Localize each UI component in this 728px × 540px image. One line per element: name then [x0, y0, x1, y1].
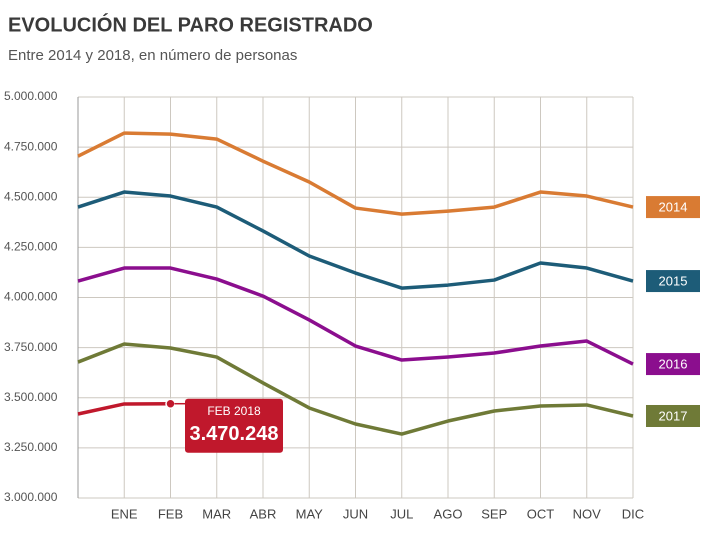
series-line	[77, 131, 634, 216]
x-tick-label: OCT	[527, 506, 555, 521]
callout-title: FEB 2018	[207, 404, 261, 418]
series-line	[77, 190, 634, 290]
legend-box	[646, 270, 700, 293]
legend-box	[646, 404, 700, 427]
x-tick-label: DIC	[622, 506, 644, 521]
y-tick-label: 4.750.000	[4, 139, 58, 153]
callout-box	[185, 398, 283, 453]
x-tick-label: MAR	[202, 506, 231, 521]
x-tick-label: SEP	[481, 506, 507, 521]
x-tick-label: ENE	[111, 506, 138, 521]
y-tick-label: 5.000.000	[4, 89, 58, 103]
x-tick-label: FEB	[158, 506, 183, 521]
data-label: 3.470.248	[190, 423, 279, 445]
legend-label: 2017	[659, 408, 688, 423]
y-tick-label: 3.250.000	[4, 440, 58, 454]
series-line	[77, 342, 634, 436]
x-tick-label: JUN	[343, 506, 368, 521]
chart-subtitle: Entre 2014 y 2018, en número de personas	[8, 47, 297, 64]
legend-box	[646, 196, 700, 219]
y-tick-label: 3.000.000	[4, 490, 58, 504]
legend-box	[646, 353, 700, 376]
x-tick-label: MAY	[296, 506, 324, 521]
legend-label: 2015	[659, 273, 688, 288]
y-tick-label: 4.000.000	[4, 290, 58, 304]
x-tick-label: NOV	[573, 506, 602, 521]
y-tick-label: 4.500.000	[4, 189, 58, 203]
highlight-dot	[165, 398, 176, 409]
legend-label: 2016	[659, 357, 688, 372]
legend-label: 2014	[659, 200, 688, 215]
x-tick-label: AGO	[434, 506, 463, 521]
x-tick-label: JUL	[390, 506, 413, 521]
chart-title: EVOLUCIÓN DEL PARO REGISTRADO	[8, 12, 373, 36]
series-line	[77, 266, 634, 366]
x-tick-label: ABR	[250, 506, 277, 521]
y-tick-label: 3.750.000	[4, 340, 58, 354]
y-tick-label: 4.250.000	[4, 240, 58, 254]
y-tick-label: 3.500.000	[4, 390, 58, 404]
series-line	[77, 401, 171, 416]
